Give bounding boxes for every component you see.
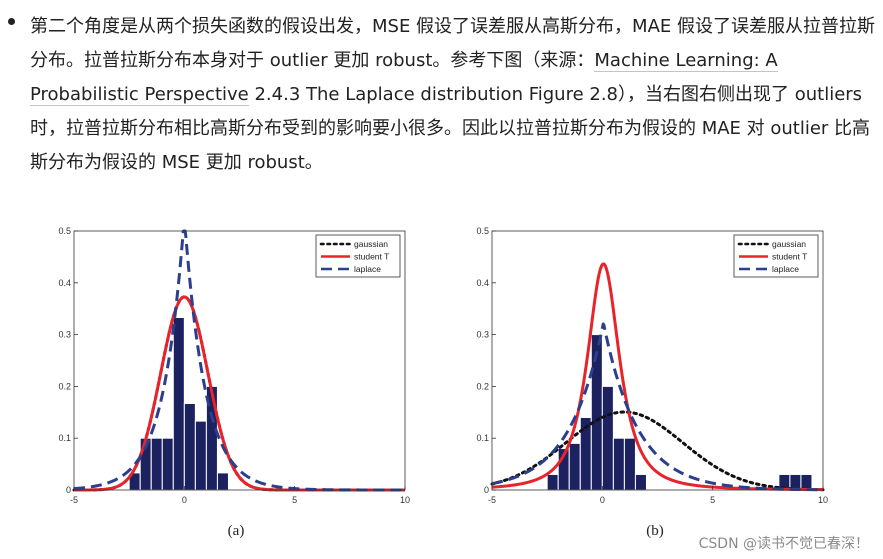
chart-1-gaussian-curve (72, 295, 407, 492)
chart-1-histogram-bar (216, 472, 229, 491)
chart-2-legend-label: laplace (772, 264, 799, 274)
chart-1-histogram-bar (183, 402, 196, 491)
chart-1-histogram-bar (194, 420, 207, 491)
chart-1-y-tick-label: 0.2 (58, 381, 71, 391)
paragraph-text-1: 第二个角度是从两个损失函数的假设出发，MSE 假设了误差服从高斯分布，MAE 假… (30, 16, 875, 71)
chart-1-histogram-bar (172, 317, 185, 491)
chart-1-legend-label: laplace (354, 264, 381, 274)
chart-2-legend-label: gaussian (772, 239, 806, 249)
chart-2-caption: (b) (646, 523, 664, 539)
chart-1-y-tick-label: 0.4 (58, 278, 71, 288)
chart-2-y-tick-label: 0.4 (476, 278, 489, 288)
chart-1-legend-label: student T (354, 252, 389, 262)
chart-2-histogram-bar (612, 437, 625, 491)
chart-2-legend-label: student T (772, 252, 807, 262)
chart-1-y-tick-label: 0 (66, 485, 71, 495)
chart-1-x-tick-label: 10 (400, 495, 410, 505)
chart-2-y-tick-label: 0.1 (476, 433, 489, 443)
chart-1-x-tick-label: 5 (292, 495, 297, 505)
chart-1-student-t-curve (73, 295, 406, 492)
paragraph: 第二个角度是从两个损失函数的假设出发，MSE 假设了误差服从高斯分布，MAE 假… (30, 10, 875, 180)
chart-2-x-tick-label: 0 (600, 495, 605, 505)
chart-1-histogram-bar (161, 437, 174, 491)
chart-1-histogram-bar (150, 437, 163, 491)
chart-1-legend-label: gaussian (354, 239, 388, 249)
paragraph-text-2: 2.4.3 The Laplace distribution Figure 2.… (30, 84, 871, 173)
chart-2-x-tick-label: -5 (488, 495, 496, 505)
chart-2-laplace-curve (491, 322, 824, 492)
chart-2-x-tick-label: 10 (818, 495, 828, 505)
chart-2-y-tick-label: 0.5 (476, 226, 489, 236)
chart-2-histogram-bar (623, 437, 636, 491)
chart-2-histogram-bar (634, 473, 647, 491)
chart-2-y-tick-label: 0.3 (476, 330, 489, 340)
chart-1-caption: (a) (228, 523, 245, 539)
chart-2-gaussian-curve (490, 410, 825, 492)
chart-1-y-tick-label: 0.1 (58, 433, 71, 443)
chart-2-y-tick-label: 0 (484, 485, 489, 495)
chart-2-histogram-bar (800, 473, 813, 491)
chart-2-axes-frame (491, 230, 824, 491)
chart-2-histogram-bar (601, 385, 614, 491)
chart-1-x-tick-label: 0 (182, 495, 187, 505)
chart-2-student-t-curve (491, 262, 824, 492)
csdn-watermark: CSDN @读书不觉已春深！ (698, 536, 869, 552)
bullet-icon (8, 18, 15, 25)
chart-2-histogram-bar (546, 473, 559, 491)
source-link[interactable]: Machine Learning: A Probabilistic Perspe… (30, 50, 778, 106)
chart-1-axes-frame (73, 230, 406, 491)
chart-1-y-tick-label: 0.5 (58, 226, 71, 236)
chart-2-y-tick-label: 0.2 (476, 381, 489, 391)
chart-2-histogram-bar (568, 442, 581, 491)
chart-1-y-tick-label: 0.3 (58, 330, 71, 340)
chart-1-x-tick-label: -5 (70, 495, 78, 505)
chart-2-x-tick-label: 5 (710, 495, 715, 505)
